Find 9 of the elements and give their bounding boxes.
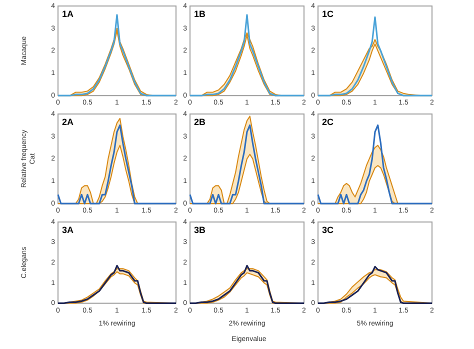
annotation: 1A	[62, 8, 74, 19]
annotation: 3C	[322, 224, 334, 235]
annotation: 2B	[194, 116, 206, 127]
annotation: 2A	[62, 116, 74, 127]
annotation: 1B	[194, 8, 206, 19]
annotation: 1C	[322, 8, 334, 19]
annotation: 3B	[194, 224, 206, 235]
annotation: 3A	[62, 224, 74, 235]
annotation: 2C	[322, 116, 334, 127]
